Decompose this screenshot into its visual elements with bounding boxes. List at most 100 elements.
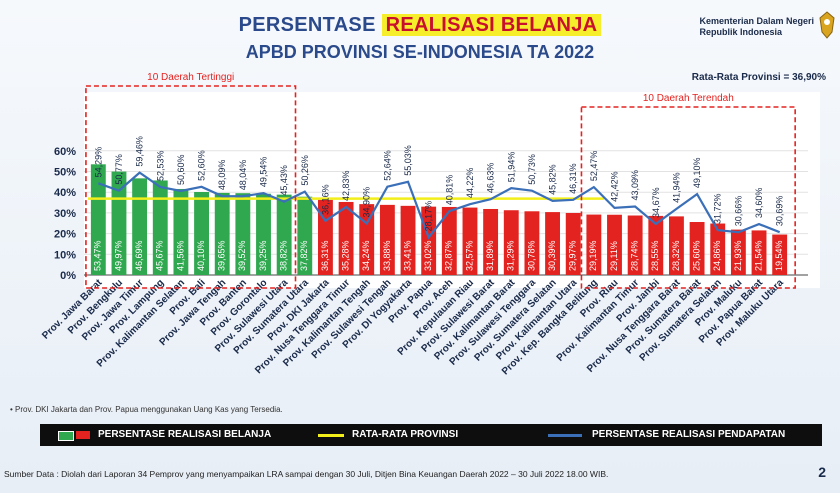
revenue-value-label: 34,60% <box>754 188 764 219</box>
ministry-line-2: Republik Indonesia <box>699 27 782 37</box>
bar-value-label: 30,78% <box>526 240 536 271</box>
bar-value-label: 39,52% <box>237 240 247 271</box>
revenue-value-label: 48,09% <box>217 160 227 191</box>
revenue-value-label: 45,82% <box>548 164 558 195</box>
revenue-value-label: 31,72% <box>713 194 723 225</box>
bar-value-label: 30,39% <box>547 240 557 271</box>
bar-value-label: 21,93% <box>733 240 743 271</box>
bar-value-labels: 53,47% 49,97% 46,69% 45,67% 41,56% 40,10% 39,6… <box>93 240 784 271</box>
bar <box>256 193 271 275</box>
bar-value-label: 35,28% <box>340 240 350 271</box>
bottom10-box <box>580 106 796 289</box>
bar-value-label: 31,89% <box>485 240 495 271</box>
revenue-value-label: 46,31% <box>568 163 578 194</box>
revenue-value-label: 40,81% <box>444 175 454 206</box>
bar-value-label: 33,02% <box>423 240 433 271</box>
y-tick-label: 10% <box>54 249 76 261</box>
bar <box>586 214 602 275</box>
bar-value-label: 53,47% <box>93 240 103 271</box>
bar-value-label: 28,55% <box>650 240 660 271</box>
bar <box>379 204 395 275</box>
y-tick-label: 40% <box>54 187 76 199</box>
bar-value-label: 34,24% <box>361 240 371 271</box>
bar-value-label: 46,69% <box>134 240 144 271</box>
y-tick-label: 60% <box>54 146 76 158</box>
bar <box>689 222 705 275</box>
revenue-value-label: 52,53% <box>155 150 165 181</box>
bar <box>132 178 148 275</box>
bar <box>607 214 622 275</box>
y-tick-label: 0% <box>60 270 76 282</box>
footnote: • Prov. DKI Jakarta dan Prov. Papua meng… <box>10 405 283 414</box>
bar-value-label: 19,54% <box>774 240 784 271</box>
legend-avg-label: RATA-RATA PROVINSI <box>352 429 459 440</box>
bar <box>214 192 230 275</box>
revenue-value-label: 49,54% <box>259 157 269 188</box>
revenue-value-label: 36,16% <box>320 184 330 215</box>
bar-value-label: 41,56% <box>175 240 185 271</box>
revenue-value-label: 50,73% <box>527 154 537 185</box>
bar-value-label: 49,97% <box>113 240 123 271</box>
bar <box>669 216 684 275</box>
revenue-value-label: 44,22% <box>465 168 475 199</box>
revenue-value-label: 41,94% <box>671 172 681 203</box>
bar <box>276 194 292 275</box>
legend-green-swatch <box>58 431 74 441</box>
bar-chart: 0% 10% 20% 30% 40% 50% 60% 53,47% 49,97% 46,69% 4… <box>40 72 820 377</box>
bar <box>441 206 457 275</box>
revenue-value-label: 52,64% <box>382 150 392 181</box>
bar-value-label: 40,10% <box>196 240 206 271</box>
revenue-value-label: 59,46% <box>135 136 145 167</box>
bar <box>545 212 560 275</box>
bar-value-label: 33,41% <box>402 240 412 271</box>
bar <box>152 180 168 275</box>
revenue-value-label: 42,42% <box>610 171 620 202</box>
ministry-line-1: Kementerian Dalam Negeri <box>699 16 814 26</box>
bottom10-label: 10 Daerah Terendah <box>643 93 734 104</box>
revenue-value-label: 30,69% <box>775 196 785 227</box>
bar-value-label: 32,87% <box>444 240 454 271</box>
revenue-value-label: 49,10% <box>692 158 702 189</box>
highlight-boxes: 10 Daerah Tertinggi 10 Daerah Terendah <box>85 72 796 289</box>
bar-value-label: 37,82% <box>299 240 309 271</box>
bar <box>194 191 209 275</box>
bar <box>751 230 767 275</box>
bar <box>503 210 519 275</box>
revenue-value-label: 42,83% <box>341 171 351 202</box>
bar-value-label: 21,54% <box>753 240 763 271</box>
bar <box>772 234 788 275</box>
revenue-line <box>97 171 781 240</box>
bar-value-label: 39,65% <box>217 240 227 271</box>
y-axis: 0% 10% 20% 30% 40% 50% 60% <box>54 146 76 282</box>
bar <box>648 215 664 275</box>
bar-value-label: 32,57% <box>464 240 474 271</box>
average-label: Rata-Rata Provinsi = 36,90% <box>691 72 826 83</box>
revenue-value-label: 30,66% <box>733 196 743 227</box>
revenue-value-label: 43,09% <box>630 170 640 201</box>
revenue-value-label: 28,17% <box>424 201 434 232</box>
bar <box>524 211 540 275</box>
revenue-value-label: 54,29% <box>93 147 103 178</box>
bar-value-label: 29,19% <box>588 240 598 271</box>
bar <box>421 206 437 275</box>
revenue-value-label: 51,94% <box>506 152 516 183</box>
source-note: Sumber Data : Diolah dari Laporan 34 Pem… <box>4 469 609 479</box>
bar-value-label: 31,29% <box>506 240 516 271</box>
legend-avg-swatch <box>318 434 344 437</box>
legend: PERSENTASE REALISASI BELANJA RATA-RATA P… <box>40 424 822 446</box>
bar <box>338 201 354 275</box>
revenue-value-label: 34,67% <box>651 187 661 218</box>
bar-value-label: 24,86% <box>712 240 722 271</box>
legend-line-swatch <box>548 434 582 437</box>
revenue-value-label: 46,63% <box>486 163 496 194</box>
bar <box>400 205 416 275</box>
revenue-value-label: 52,47% <box>589 151 599 182</box>
bar-value-label: 28,32% <box>671 240 681 271</box>
bar <box>235 193 251 275</box>
bar <box>565 212 581 275</box>
bar-value-label: 39,25% <box>258 240 268 271</box>
bar <box>730 229 746 275</box>
top10-box <box>85 85 297 289</box>
legend-line-label: PERSENTASE REALISASI PENDAPATAN <box>592 429 786 440</box>
